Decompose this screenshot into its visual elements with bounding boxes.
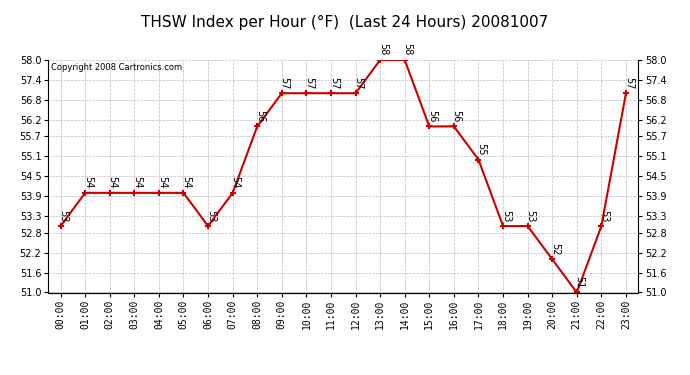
Text: 53: 53 — [59, 210, 68, 222]
Text: 53: 53 — [206, 210, 216, 222]
Text: 53: 53 — [525, 210, 535, 222]
Text: 56: 56 — [452, 110, 462, 122]
Text: 54: 54 — [157, 176, 167, 189]
Text: 54: 54 — [108, 176, 117, 189]
Text: 55: 55 — [476, 143, 486, 156]
Text: Copyright 2008 Cartronics.com: Copyright 2008 Cartronics.com — [51, 63, 182, 72]
Text: 54: 54 — [230, 176, 240, 189]
Text: 56: 56 — [427, 110, 437, 122]
Text: 54: 54 — [83, 176, 93, 189]
Text: 57: 57 — [328, 76, 339, 89]
Text: 54: 54 — [132, 176, 142, 189]
Text: 51: 51 — [575, 276, 584, 288]
Text: 53: 53 — [501, 210, 511, 222]
Text: 57: 57 — [624, 76, 633, 89]
Text: 57: 57 — [279, 76, 290, 89]
Text: THSW Index per Hour (°F)  (Last 24 Hours) 20081007: THSW Index per Hour (°F) (Last 24 Hours)… — [141, 15, 549, 30]
Text: 57: 57 — [353, 76, 364, 89]
Text: 58: 58 — [378, 44, 388, 56]
Text: 56: 56 — [255, 110, 265, 122]
Text: 52: 52 — [550, 243, 560, 255]
Text: 58: 58 — [402, 44, 413, 56]
Text: 53: 53 — [599, 210, 609, 222]
Text: 54: 54 — [181, 176, 191, 189]
Text: 57: 57 — [304, 76, 314, 89]
